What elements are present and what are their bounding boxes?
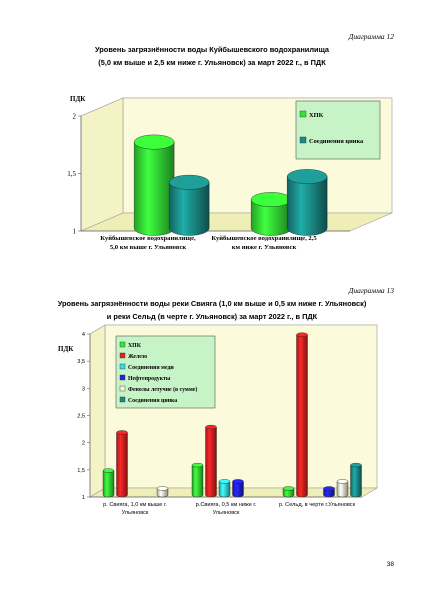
chart-13-ytick-label: 2	[82, 441, 85, 447]
chart-13-bar	[282, 486, 295, 498]
chart-12-bar	[133, 134, 175, 236]
chart-13-category-label: Ульяновск	[213, 510, 240, 516]
chart-13-legend-label: Соединения меди	[128, 365, 174, 371]
chart-13-legend-label: Фенолы летучие (в сумме)	[128, 386, 197, 393]
chart-12: 1 1,5 2 Куйбышевское водохранилище, 5,0 км …	[67, 95, 393, 251]
chart-13-legend-swatch	[119, 363, 126, 370]
diagram-12-title: Уровень загрязнённости воды Куйбышевског…	[20, 43, 404, 69]
chart-12-legend-swatch-2	[299, 136, 307, 144]
chart-13-ylabel: ПДК	[58, 345, 74, 353]
diagram-13-label: Диаграмма 13	[348, 286, 394, 295]
page-number: 38	[386, 561, 394, 568]
chart-12-bar	[250, 192, 292, 236]
chart-12-legend-swatch-1	[299, 110, 307, 118]
chart-13-bar	[205, 424, 217, 498]
chart-13-bar	[296, 332, 308, 498]
chart-13-bar	[323, 486, 335, 498]
chart-12-ytick-label: 2	[73, 113, 77, 121]
chart-13-category-label: р.Свияга, 0,5 км ниже г.	[196, 502, 257, 508]
chart-12-category-label: км ниже г. Ульяновск	[232, 244, 297, 251]
chart-12-bar	[168, 174, 210, 236]
diagram-12-title-line-2: (5,0 км выше и 2,5 км ниже г. Ульяновск)…	[98, 58, 326, 67]
chart-12-side-wall	[80, 97, 124, 232]
chart-13-category-label: р. Свияга, 1,0 км выше г.	[103, 502, 167, 508]
chart-13-bar	[102, 468, 115, 498]
chart-13-category-label: р. Сельд, в черте г.Ульяновск	[279, 502, 356, 508]
chart-12-category-label: Куйбышевское водохранилище, 2,5	[211, 235, 317, 242]
chart-13-bar	[191, 462, 204, 498]
diagram-13-title: Уровень загрязнённости воды реки Свияга …	[20, 297, 404, 323]
chart-13-legend	[115, 335, 216, 409]
chart-13-category-label: Ульяновск	[122, 510, 149, 516]
chart-13-ytick-label: 1	[82, 495, 85, 501]
chart-12-legend-label-2: Соединения цинка	[309, 138, 364, 145]
chart-13-legend-swatch	[119, 385, 126, 392]
chart-13-ytick-label: 3,5	[77, 359, 85, 365]
chart-13-legend-label: Железо	[128, 354, 147, 360]
chart-13-bar	[232, 479, 244, 498]
chart-13-ytick-label: 3	[82, 386, 85, 392]
diagram-12-title-line-1: Уровень загрязнённости воды Куйбышевског…	[94, 45, 330, 54]
chart-13-bar	[218, 479, 231, 498]
chart-12-legend-label-1: ХПК	[309, 112, 324, 119]
chart-13-ytick-label: 2,5	[77, 414, 85, 420]
chart-13-ytick-label: 1,5	[77, 468, 85, 474]
chart-13-legend-swatch	[119, 396, 126, 403]
chart-13-bar	[156, 486, 169, 498]
chart-13-ytick-label: 4	[82, 332, 85, 338]
chart-12-bar	[286, 169, 328, 236]
diagram-13-title-line-2: и реки Сельд (в черте г. Ульяновск) за м…	[106, 312, 318, 321]
chart-13-side-wall	[89, 324, 106, 498]
diagram-13-title-line-1: Уровень загрязнённости воды реки Свияга …	[57, 299, 367, 308]
chart-12-legend	[295, 100, 381, 160]
chart-12-ylabel: ПДК	[70, 95, 86, 103]
chart-13-bar	[116, 430, 128, 498]
chart-12-ytick-label: 1	[73, 228, 77, 236]
chart-13-legend-label: Соединения цинка	[128, 398, 177, 404]
chart-13: 1 1,5 2 2,5 3 3,5 4 р. Свияга, 1,0 км выше г. У…	[58, 324, 379, 516]
chart-13-legend-swatch	[119, 341, 126, 348]
chart-13-legend-label: ХПК	[128, 343, 142, 349]
diagram-12-label: Диаграмма 12	[348, 32, 394, 41]
chart-12-category-label: Куйбышевское водохранилище,	[100, 235, 196, 242]
chart-13-bar	[350, 462, 362, 498]
chart-12-floor	[80, 212, 393, 232]
chart-13-bar	[336, 479, 349, 498]
chart-13-legend-swatch	[119, 352, 126, 359]
chart-12-category-label: 5,0 км выше г. Ульяновск	[110, 244, 187, 251]
chart-12-ytick-label: 1,5	[67, 170, 76, 178]
chart-13-legend-swatch	[119, 374, 126, 381]
chart-13-legend-label: Нефтепродукты	[128, 375, 171, 382]
